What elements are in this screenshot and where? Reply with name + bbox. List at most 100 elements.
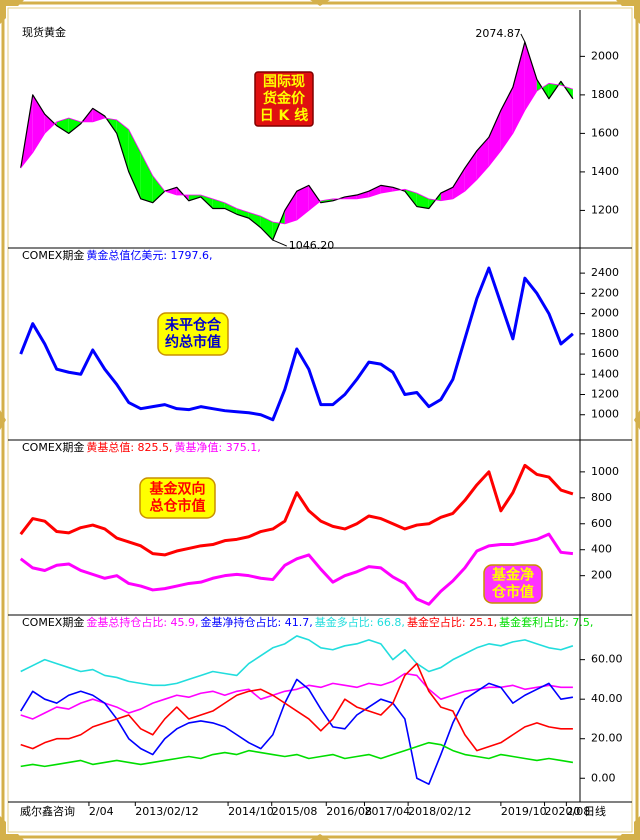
band-fill [308,185,321,211]
legend-entry: 基金多占比: 66.8, [315,615,405,629]
y-tick-label: 2000 [591,49,619,62]
band-fill [236,208,249,219]
y-tick-label: 800 [591,491,612,504]
legend-entry: 金基总持仓占比: 45.9, [86,615,198,629]
y-tick-label: 1800 [591,88,619,101]
x-tick-label: 20 [566,805,580,818]
callout-box [483,564,543,604]
band-fill [452,168,465,199]
callout-text: 国际现 [263,74,305,90]
legend-entry: 基金套利占比: 7.5, [499,615,593,629]
y-tick-label: 1800 [591,327,619,340]
band-fill [44,114,57,134]
panel-title: COMEX期金 [22,248,84,262]
plot-area [19,463,574,606]
legend-entry: 黄金总值亿美元: 1797.6, [86,248,212,262]
band-fill [416,193,429,209]
band-fill [152,175,165,203]
band-fill [68,117,81,134]
band-fill [224,202,237,215]
frame-content: 1200 1400 1600 1800 2000 现货黄金 2074.87 1046.20 国际… [8,10,632,818]
plot-area [19,266,574,422]
callout-text: 仓市值 [491,584,534,601]
x-tick-label: 2016/08 [326,805,372,818]
band-fill [212,198,225,209]
x-tick-label: 2019/10 [501,805,547,818]
band-fill [116,119,129,172]
y-tick-label: 2400 [591,266,619,279]
y-tick-label: 2000 [591,307,619,320]
callout-text: 约总市值 [165,334,221,351]
y-tick-label: 1000 [591,465,619,478]
y-tick-label: 1400 [591,367,619,380]
band-fill [92,108,105,122]
panel-header: COMEX期金 黄基总值: 825.5, 黄基净值: 375.1, [22,440,261,454]
series-line [19,266,574,422]
band-fill [488,110,501,167]
y-tick-label: 2200 [591,286,619,299]
callout-text: 总仓市值 [150,498,206,515]
band-fill [440,187,453,201]
x-tick-label: 2013/02/12 [135,805,198,818]
period-label: 日线 [584,804,606,818]
band-fill [260,216,273,241]
band-fill [296,185,309,221]
frame-inner [7,7,633,833]
moving-average [20,82,574,225]
y-tick-label: 40.00 [591,692,623,705]
callout-text: 货金价 [262,90,306,107]
source: 威尔鑫咨询 [20,804,75,818]
y-tick-label: 1000 [591,408,619,421]
band-fill [524,41,537,111]
callout-box [139,477,216,519]
callout-box [254,71,314,127]
y-tick-label: 1600 [591,347,619,360]
y-tick-label: 60.00 [591,653,623,666]
panel-title: COMEX期金 [22,440,84,454]
legend-entry: 黄基净值: 375.1, [175,440,261,454]
series-line [20,741,574,768]
plot-area [20,635,574,785]
panel-header: COMEX期金 黄金总值亿美元: 1797.6, [22,248,213,262]
callout-text: 基金净 [492,567,534,584]
series-line [20,41,574,241]
band-fill [164,187,177,196]
y-tick-label: 400 [591,543,612,556]
series-line [19,463,574,557]
y-tick-label: 200 [591,569,612,582]
panel-header: COMEX期金 金基总持仓占比: 45.9, 金基净持仓占比: 41.7, 基金多占比… [22,615,593,629]
y-tick-label: 1400 [591,165,619,178]
band-fill [56,117,69,134]
x-tick-label: 2018/02/12 [408,805,471,818]
band-fill [512,41,525,134]
annotation: 1046.20 [289,239,335,252]
y-tick-label: 1200 [591,388,619,401]
band-fill [128,129,141,199]
band-fill [500,87,513,151]
y-tick-label: 1200 [591,203,619,216]
y-tick-label: 0.00 [591,771,616,784]
callout-text: 基金双向 [150,481,206,498]
x-tick-label: 2014/10 [228,805,274,818]
band-fill [356,191,369,199]
series-line [20,635,574,687]
annotation-leader [520,33,526,43]
series-line [20,662,573,752]
band-fill [248,212,261,228]
legend-entry: 基金空占比: 25.1, [407,615,497,629]
x-tick-label: 2/04 [89,805,114,818]
y-tick-label: 20.00 [591,732,623,745]
panel-title: COMEX期金 [22,615,84,629]
band-fill [284,191,297,224]
callout-text: 未平仓合 [165,317,222,334]
legend-entry: 金基净持仓占比: 41.7, [201,615,313,629]
x-tick-label: 2020/08 [545,805,591,818]
annotation-leader [272,239,288,247]
series-line [19,532,574,606]
callout-box [157,312,229,356]
x-tick-label: 2015/08 [272,805,318,818]
